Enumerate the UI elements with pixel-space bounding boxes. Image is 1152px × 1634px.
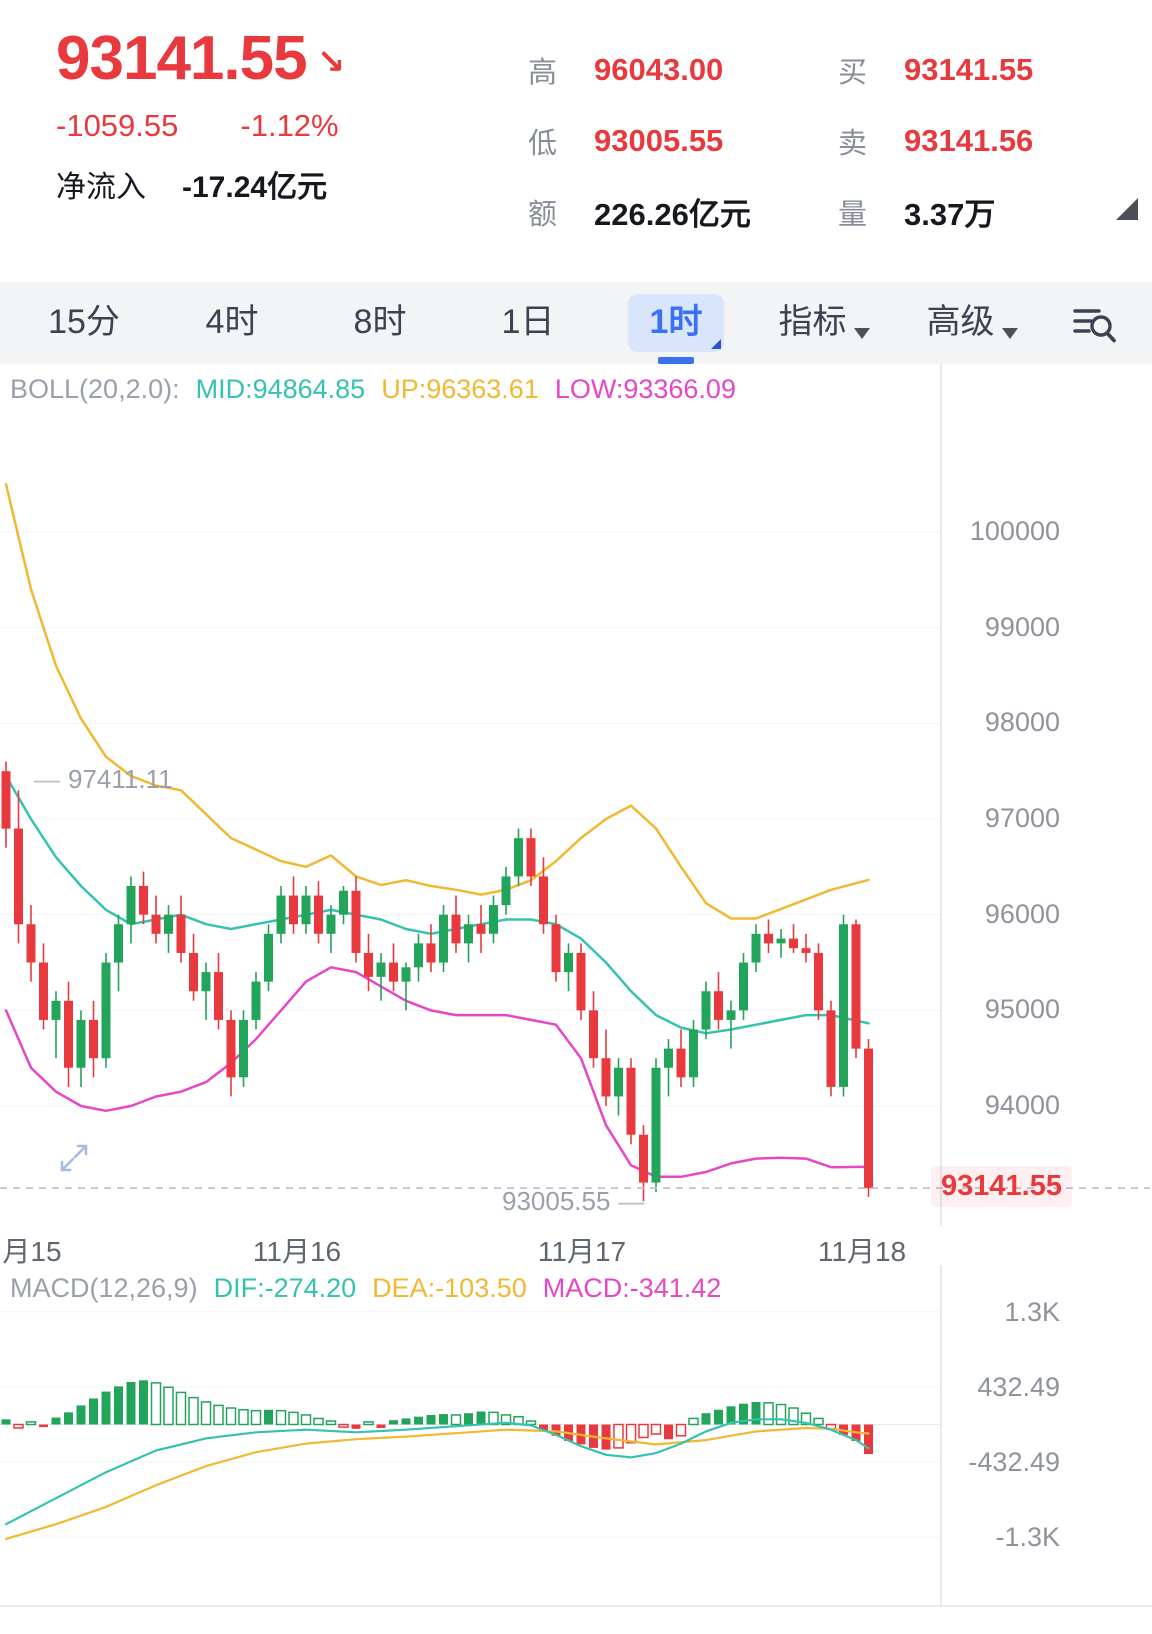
- price-annotation-left: — 97411.11: [34, 764, 173, 795]
- boll-legend: BOLL(20,2.0): MID:94864.85 UP:96363.61 L…: [10, 374, 736, 405]
- tabbar: 15分 4时 8时 1日 1时 指标 高级: [0, 282, 1152, 364]
- price-axis-label: 94000: [984, 1090, 1060, 1121]
- macd-section: MACD(12,26,9) DIF:-274.20 DEA:-103.50 MA…: [0, 1265, 1152, 1605]
- stat-ask-label: 卖: [838, 127, 868, 160]
- stat-low-value: 93005.55: [594, 122, 724, 158]
- chevron-down-icon: [1001, 327, 1018, 339]
- price-change-row: -1059.55 -1.12%: [56, 108, 1152, 144]
- annotation-low-value: 93005.55: [502, 1186, 611, 1217]
- candlestick-chart[interactable]: [0, 364, 1152, 1265]
- tab-指标[interactable]: 指标: [750, 282, 898, 364]
- annotation-dash: —: [34, 763, 60, 794]
- stat-amount: 额 226.26亿元: [528, 176, 788, 247]
- price-axis-label: 95000: [984, 994, 1060, 1025]
- stat-bid-label: 买: [838, 56, 868, 89]
- quote-header: 93141.55 ↘ -1059.55 -1.12% 净流入 -17.24亿元 …: [0, 0, 1152, 250]
- time-axis-label: 11月17: [537, 1236, 627, 1267]
- net-inflow-value: -17.24亿元: [182, 171, 328, 204]
- last-price: 93141.55: [56, 24, 308, 93]
- price-annotation-low: 93005.55 —: [502, 1186, 644, 1217]
- tab-label: 指标: [778, 303, 847, 342]
- last-price-row: 93141.55 ↘: [56, 28, 1152, 90]
- stat-high-label: 高: [528, 56, 558, 89]
- stat-low: 低 93005.55: [528, 105, 788, 176]
- stat-ask-value: 93141.56: [904, 122, 1034, 158]
- macd-dif-value: DIF:-274.20: [213, 1273, 357, 1303]
- tab-4时[interactable]: 4时: [158, 282, 306, 364]
- tab-label: 4时: [205, 303, 259, 342]
- expand-arrows-icon: [60, 1144, 88, 1172]
- boll-mid-value: MID:94864.85: [195, 374, 366, 404]
- stat-high: 高 96043.00: [528, 34, 788, 105]
- stat-volume-value: 3.37万: [904, 197, 996, 232]
- tab-8时[interactable]: 8时: [306, 282, 454, 364]
- stat-volume: 量 3.37万: [838, 176, 1098, 247]
- net-inflow-row: 净流入 -17.24亿元: [56, 162, 1152, 206]
- stat-high-value: 96043.00: [594, 51, 724, 87]
- stats-col-left: 高 96043.00 低 93005.55 额 226.26亿元: [528, 34, 788, 247]
- annotation-left-value: 97411.11: [68, 763, 173, 794]
- stat-volume-label: 量: [838, 198, 868, 231]
- macd-hist-value: MACD:-341.42: [542, 1273, 722, 1303]
- price-axis-label: 100000: [969, 516, 1060, 546]
- price-axis-label: 98000: [984, 707, 1060, 738]
- macd-axis-label: -432.49: [968, 1446, 1060, 1477]
- tab-1日[interactable]: 1日: [454, 282, 602, 364]
- indicator-settings-icon: [1073, 309, 1116, 343]
- time-axis-label: 11月16: [252, 1236, 342, 1267]
- last-price-tag: 93141.55: [931, 1166, 1072, 1208]
- price-change: -1059.55: [56, 108, 179, 143]
- stats-col-right: 买 93141.55 卖 93141.56 量 3.37万: [838, 34, 1098, 247]
- chevron-down-icon: [853, 327, 870, 339]
- time-axis-label: 11月18: [817, 1236, 907, 1267]
- boll-up-value: UP:96363.61: [381, 374, 539, 404]
- stat-ask: 卖 93141.56: [838, 105, 1098, 176]
- price-axis-label: 96000: [984, 898, 1060, 929]
- price-axis-label: 97000: [984, 803, 1060, 833]
- tab-label: 高级: [926, 303, 995, 342]
- tab-slot: 15分 4时 8时 1日 1时 指标 高级: [10, 282, 1046, 364]
- boll-low-value: LOW:93366.09: [554, 374, 736, 404]
- annotation-dash: —: [618, 1186, 645, 1217]
- quote-stats: 高 96043.00 低 93005.55 额 226.26亿元 买 93141…: [528, 34, 1098, 247]
- price-change-pct: -1.12%: [240, 108, 339, 143]
- tab-1时[interactable]: 1时: [602, 282, 750, 364]
- macd-chart[interactable]: [0, 1265, 1152, 1605]
- tab-label: 15分: [48, 303, 120, 342]
- macd-axis-label: -1.3K: [995, 1522, 1060, 1553]
- tab-label: 8时: [353, 303, 407, 342]
- net-inflow-label: 净流入: [56, 171, 146, 204]
- price-axis-label: 99000: [984, 611, 1060, 642]
- boll-legend-name: BOLL(20,2.0):: [10, 374, 180, 404]
- macd-dea-value: DEA:-103.50: [372, 1273, 527, 1303]
- indicator-settings-button[interactable]: [1046, 282, 1142, 364]
- stat-bid-value: 93141.55: [904, 51, 1034, 87]
- bottom-divider: [0, 1605, 1152, 1634]
- active-tab-corner-icon: [711, 338, 722, 349]
- macd-legend: MACD(12,26,9) DIF:-274.20 DEA:-103.50 MA…: [10, 1273, 721, 1304]
- stat-amount-label: 额: [528, 198, 558, 231]
- price-chart-section: BOLL(20,2.0): MID:94864.85 UP:96363.61 L…: [0, 364, 1152, 1267]
- stat-low-label: 低: [528, 127, 558, 160]
- tab-label: 1日: [501, 303, 555, 342]
- tab-label: 1时: [649, 303, 703, 342]
- macd-axis-label: 432.49: [977, 1372, 1060, 1402]
- macd-legend-name: MACD(12,26,9): [10, 1273, 198, 1303]
- price-down-arrow-icon: ↘: [316, 43, 346, 81]
- macd-axis-label: 1.3K: [1004, 1296, 1060, 1327]
- tab-15分[interactable]: 15分: [10, 282, 158, 364]
- collapse-corner-icon[interactable]: [1116, 198, 1138, 220]
- stat-bid: 买 93141.55: [838, 34, 1098, 105]
- tab-高级[interactable]: 高级: [898, 282, 1046, 364]
- time-axis-label: 月15: [2, 1236, 62, 1267]
- stat-amount-value: 226.26亿元: [594, 197, 751, 232]
